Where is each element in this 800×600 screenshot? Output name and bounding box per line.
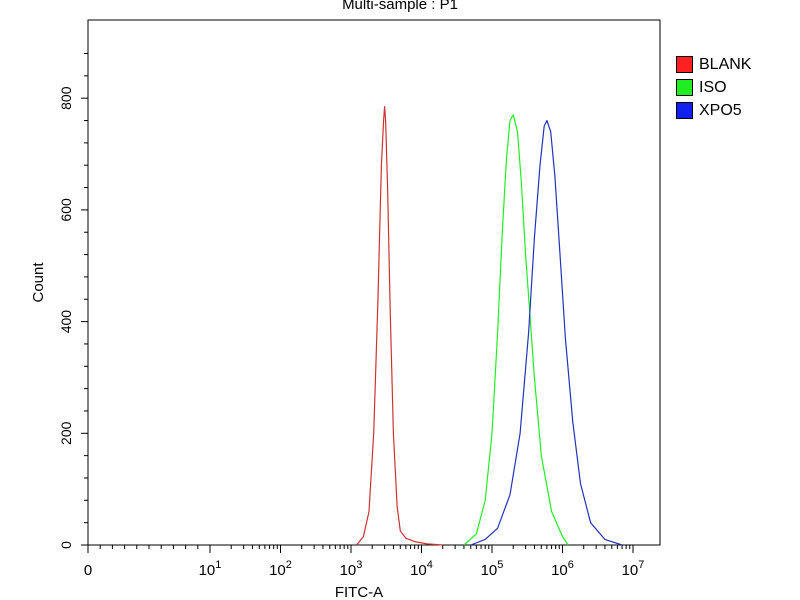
x-tick-label: 106 — [551, 559, 574, 579]
x-tick-label: 104 — [410, 559, 433, 579]
y-tick-label: 800 — [58, 86, 74, 110]
plot-frame — [87, 19, 661, 546]
series-line-iso — [463, 114, 569, 546]
chart-title: Multi-sample : P1 — [342, 0, 458, 13]
x-tick-label: 103 — [340, 559, 363, 579]
y-axis-label: Count — [30, 262, 47, 303]
y-tick-label: 600 — [58, 198, 74, 222]
y-tick-label: 400 — [58, 310, 74, 334]
x-tick-label: 0 — [84, 562, 92, 579]
legend-label-blank: BLANK — [699, 55, 752, 73]
x-tick-label: 107 — [622, 559, 645, 579]
series-line-blank — [356, 105, 443, 546]
legend-label-iso: ISO — [699, 78, 727, 96]
legend-swatch-iso — [676, 79, 693, 96]
x-axis-label: FITC-A — [335, 584, 383, 600]
chart-legend: BLANK ISO XPO5 — [676, 53, 751, 122]
legend-item-blank: BLANK — [676, 53, 751, 76]
y-tick-label: 0 — [58, 541, 74, 549]
x-tick-label: 105 — [481, 559, 504, 579]
y-tick-label: 200 — [58, 421, 74, 445]
x-tick-label: 102 — [269, 559, 292, 579]
legend-item-xpo5: XPO5 — [676, 99, 751, 122]
legend-label-xpo5: XPO5 — [699, 101, 742, 119]
series-line-xpo5 — [470, 119, 623, 546]
legend-swatch-blank — [676, 56, 693, 73]
legend-swatch-xpo5 — [676, 102, 693, 119]
legend-item-iso: ISO — [676, 76, 751, 99]
x-tick-label: 101 — [199, 559, 222, 579]
